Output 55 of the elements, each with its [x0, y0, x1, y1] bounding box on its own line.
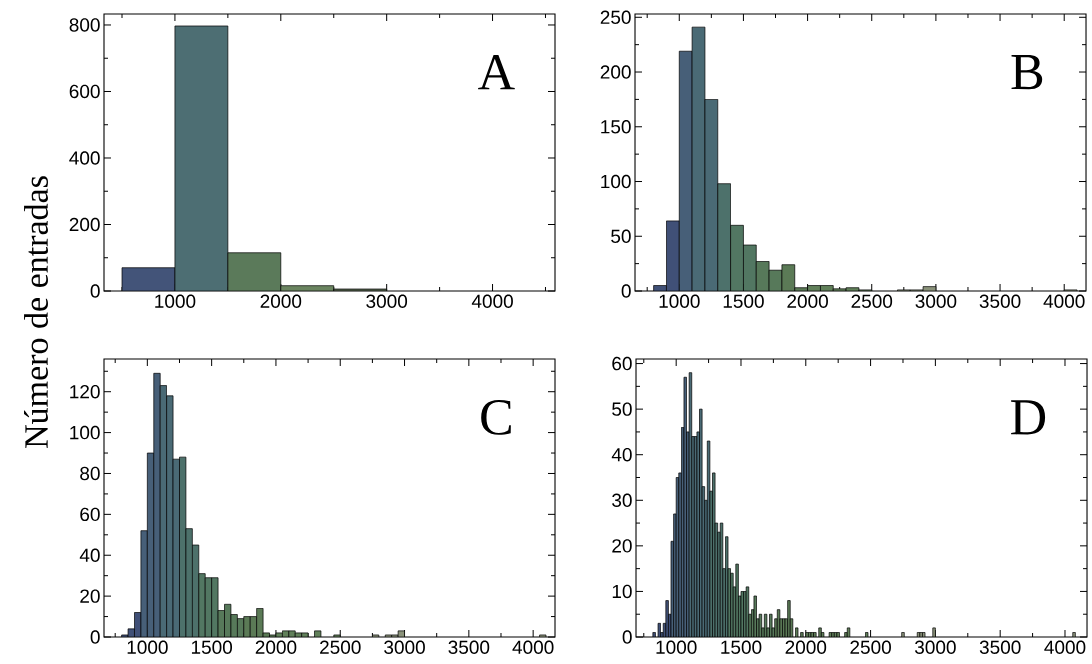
y-tick-label: 120 [70, 384, 100, 399]
y-tick-label: 250 [600, 10, 631, 25]
annotation: C [481, 399, 511, 435]
y-tick-label: 0 [90, 284, 100, 298]
y-tick-label: 10 [612, 584, 632, 599]
x-tick-label: 2500 [851, 294, 893, 308]
x-tick-label: 1500 [721, 640, 762, 654]
y-tick-label: 400 [69, 151, 100, 165]
y-tick-label: 80 [80, 466, 100, 481]
x-tick-label: 3000 [914, 640, 956, 654]
y-tick-label: 150 [601, 120, 631, 134]
y-tick-label: 60 [80, 507, 100, 522]
y-axis-title: Número de entradas [24, 176, 48, 448]
y-tick-label: 40 [79, 548, 100, 562]
x-tick-label: 2000 [260, 294, 302, 308]
x-tick-label: 1000 [659, 294, 700, 308]
y-tick-label: 600 [69, 84, 100, 99]
x-tick-label: 2000 [787, 294, 828, 308]
x-tick-label: 4000 [512, 640, 554, 654]
y-tick-label: 200 [600, 65, 631, 79]
x-tick-label: 2000 [785, 640, 827, 654]
x-tick-label: 1000 [127, 640, 168, 654]
y-tick-label: 0 [90, 630, 100, 644]
y-tick-label: 0 [622, 630, 632, 644]
y-tick-label: 50 [612, 402, 632, 416]
x-tick-label: 3000 [915, 294, 957, 308]
y-tick-label: 40 [611, 447, 632, 462]
x-tick-label: 2000 [255, 640, 297, 654]
x-tick-label: 4000 [1044, 640, 1086, 654]
x-tick-label: 3500 [979, 294, 1021, 308]
x-tick-label: 4000 [471, 294, 513, 308]
y-tick-label: 0 [621, 284, 631, 298]
x-tick-label: 1000 [155, 294, 196, 308]
y-tick-label: 50 [611, 229, 631, 243]
y-tick-label: 30 [612, 493, 632, 508]
x-tick-label: 3500 [448, 640, 490, 654]
y-tick-label: 20 [80, 589, 100, 603]
annotation: D [1011, 400, 1046, 435]
y-tick-label: 100 [601, 174, 631, 189]
y-tick-label: 200 [69, 217, 100, 232]
annotation: B [1011, 55, 1043, 90]
y-tick-label: 800 [69, 18, 100, 32]
x-tick-label: 3000 [366, 294, 408, 308]
y-tick-label: 20 [612, 539, 632, 553]
x-tick-label: 1500 [191, 640, 233, 654]
annotation: A [478, 55, 515, 90]
x-tick-label: 4000 [1043, 294, 1085, 308]
x-tick-label: 2500 [320, 640, 361, 654]
x-tick-label: 3000 [384, 640, 425, 654]
y-tick-label: 60 [612, 356, 632, 371]
x-tick-label: 2500 [850, 640, 891, 654]
x-tick-label: 1500 [723, 294, 764, 308]
x-tick-label: 3500 [979, 640, 1021, 654]
x-tick-label: 1000 [656, 640, 697, 654]
y-tick-label: 100 [70, 425, 100, 440]
